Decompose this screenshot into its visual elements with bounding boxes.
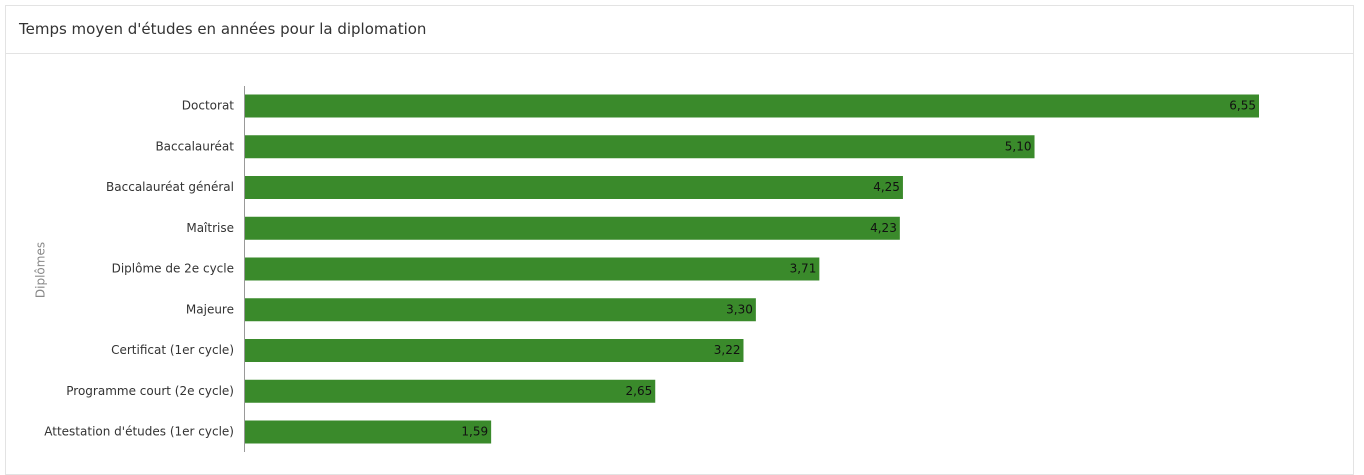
value-label: 6,55	[1229, 99, 1256, 113]
value-label: 3,22	[714, 343, 741, 357]
y-tick-label: Baccalauréat	[155, 139, 234, 153]
value-label: 1,59	[461, 425, 488, 439]
y-axis-title: Diplômes	[34, 242, 48, 298]
value-label: 4,23	[870, 221, 897, 235]
y-tick-label: Diplôme de 2e cycle	[112, 262, 234, 276]
bar	[245, 420, 492, 444]
bar	[245, 94, 1259, 118]
chart-title: Temps moyen d'études en années pour la d…	[6, 6, 1353, 54]
value-label: 3,30	[726, 302, 753, 316]
page: {"chart_data": {"type": "bar", "orientat…	[5, 5, 1354, 475]
value-label: 4,25	[873, 180, 900, 194]
y-tick-label: Programme court (2e cycle)	[66, 384, 234, 398]
y-tick-label: Majeure	[186, 302, 234, 316]
y-tick-label: Baccalauréat général	[106, 180, 234, 194]
y-tick-label: Certificat (1er cycle)	[111, 343, 234, 357]
value-label: 3,71	[790, 262, 817, 276]
bar	[245, 176, 903, 199]
bar	[245, 298, 756, 322]
y-tick-label: Doctorat	[182, 99, 235, 113]
bar	[245, 339, 744, 362]
chart: Diplômes Doctorat 6,55 Baccalauréat 5,10 Bac…	[34, 86, 1259, 452]
bar	[245, 257, 820, 281]
bar	[245, 379, 656, 403]
y-tick-label: Maîtrise	[186, 221, 234, 235]
value-label: 5,10	[1005, 139, 1032, 153]
y-tick-label: Attestation d'études (1er cycle)	[44, 425, 234, 439]
bar	[245, 216, 900, 240]
bar	[245, 135, 1035, 159]
value-label: 2,65	[626, 384, 653, 398]
